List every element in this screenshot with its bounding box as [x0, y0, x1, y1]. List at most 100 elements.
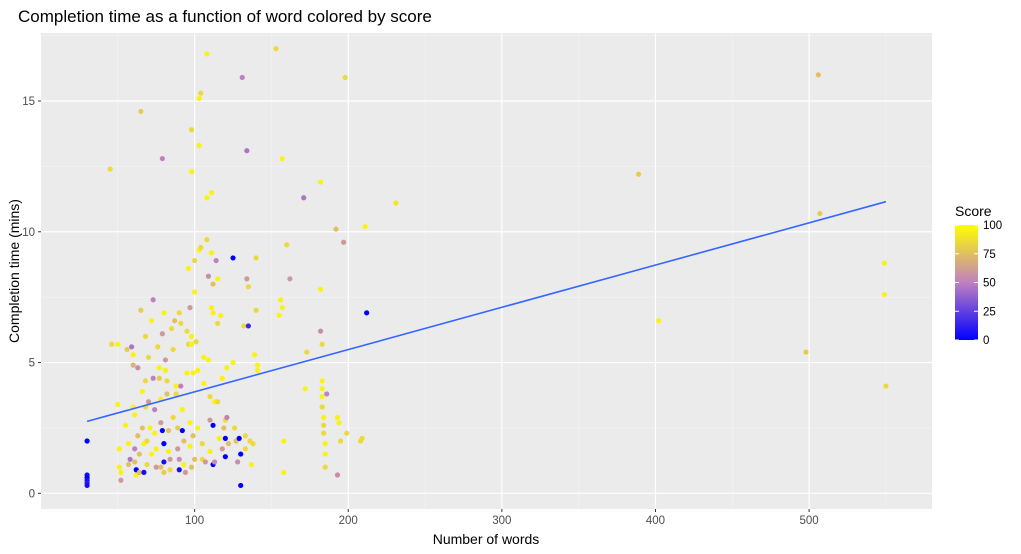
data-point: [187, 443, 193, 449]
trend-line-group: [86, 200, 887, 423]
data-point: [359, 435, 365, 441]
data-point: [182, 469, 189, 475]
data-point: [883, 383, 889, 389]
data-point: [164, 391, 170, 397]
legend-tick-label: 50: [983, 278, 996, 290]
data-point: [287, 276, 293, 282]
data-point: [319, 386, 325, 392]
data-point: [317, 179, 324, 185]
data-point: [118, 469, 124, 475]
data-point: [881, 291, 887, 298]
minor-gridlines: [41, 33, 932, 509]
data-point: [161, 469, 167, 475]
data-point: [149, 451, 155, 457]
data-point: [317, 286, 324, 292]
data-point: [84, 482, 90, 489]
data-point: [141, 469, 147, 475]
major-gridlines: [41, 33, 932, 509]
legend-tick-label: 25: [983, 306, 996, 318]
data-point: [253, 307, 259, 313]
data-point: [334, 472, 341, 478]
data-point: [144, 461, 150, 468]
data-point: [225, 441, 232, 447]
data-point: [175, 446, 181, 452]
data-point: [158, 464, 164, 470]
data-point: [135, 433, 141, 439]
data-point: [118, 477, 124, 483]
data-point: [334, 414, 341, 421]
data-point: [301, 195, 307, 201]
data-point: [178, 383, 184, 389]
data-point: [136, 469, 142, 475]
data-point: [276, 312, 282, 319]
data-point: [179, 407, 185, 413]
data-point: [244, 276, 250, 282]
data-point: [881, 260, 887, 266]
data-point: [304, 349, 310, 355]
data-point: [284, 242, 290, 248]
data-point: [161, 310, 167, 316]
data-point: [188, 169, 195, 175]
data-point: [230, 359, 236, 366]
data-point: [817, 210, 823, 217]
data-point: [224, 365, 230, 371]
data-point: [815, 72, 821, 78]
y-tick-label: 0: [29, 488, 35, 500]
data-point: [142, 333, 149, 339]
data-point: [204, 195, 210, 201]
data-point: [188, 464, 195, 470]
data-point: [156, 365, 162, 371]
legend-tick-label: 0: [983, 335, 989, 347]
data-point: [136, 451, 142, 457]
data-point: [221, 425, 227, 431]
data-point: [245, 284, 251, 290]
data-point: [129, 344, 135, 350]
data-point: [125, 441, 132, 447]
data-point: [251, 352, 258, 358]
data-point: [222, 454, 228, 460]
data-point: [239, 74, 245, 81]
data-point: [185, 265, 192, 271]
data-point: [364, 310, 370, 316]
data-point: [145, 399, 152, 405]
data-point: [207, 448, 213, 455]
data-point: [198, 244, 204, 251]
data-point: [215, 276, 221, 282]
data-point: [255, 362, 261, 368]
legend-colorbar: [955, 225, 978, 340]
x-axis-ticks: 100 200 300 400 500: [185, 509, 819, 527]
data-point: [125, 461, 132, 468]
data-point: [204, 51, 210, 57]
score-legend: Score 0 25 50 75 100: [955, 203, 1002, 347]
data-point: [190, 433, 196, 439]
data-point: [150, 297, 156, 303]
data-point: [122, 422, 129, 428]
data-point: [187, 305, 193, 311]
data-point: [165, 427, 172, 434]
data-point: [175, 425, 181, 431]
data-point: [132, 446, 138, 452]
data-point: [208, 250, 215, 256]
data-point: [173, 383, 179, 389]
data-point: [342, 74, 348, 81]
data-point: [150, 375, 156, 381]
data-point: [172, 318, 178, 324]
data-point: [207, 393, 213, 400]
data-point: [152, 430, 158, 436]
data-point: [230, 255, 236, 261]
y-axis-ticks: 0 5 10 15: [22, 96, 41, 500]
data-point: [279, 305, 285, 311]
data-point: [198, 90, 204, 96]
data-point: [273, 46, 279, 52]
data-point: [201, 354, 207, 360]
data-point: [210, 281, 216, 287]
data-point: [109, 341, 115, 347]
data-point: [188, 127, 195, 133]
x-tick-label: 200: [339, 515, 358, 527]
data-point: [238, 451, 244, 457]
data-point: [170, 346, 176, 353]
data-point: [321, 414, 327, 421]
data-point: [149, 318, 155, 324]
data-point: [319, 341, 325, 347]
data-point: [115, 341, 121, 347]
